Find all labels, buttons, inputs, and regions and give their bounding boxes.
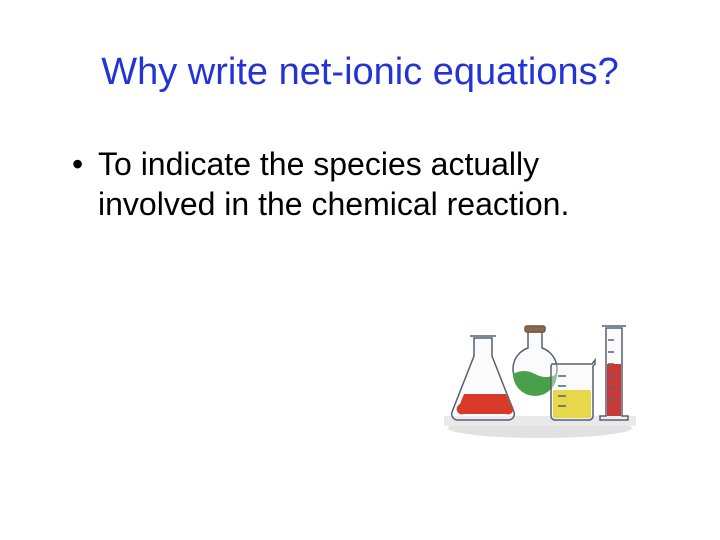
bullet-list: To indicate the species actually involve… (60, 144, 660, 224)
chemistry-glassware-illustration (440, 290, 640, 440)
bullet-item: To indicate the species actually involve… (68, 144, 660, 224)
glassware-svg (440, 290, 640, 440)
slide: Why write net-ionic equations? To indica… (0, 0, 720, 540)
slide-title: Why write net-ionic equations? (60, 50, 660, 96)
